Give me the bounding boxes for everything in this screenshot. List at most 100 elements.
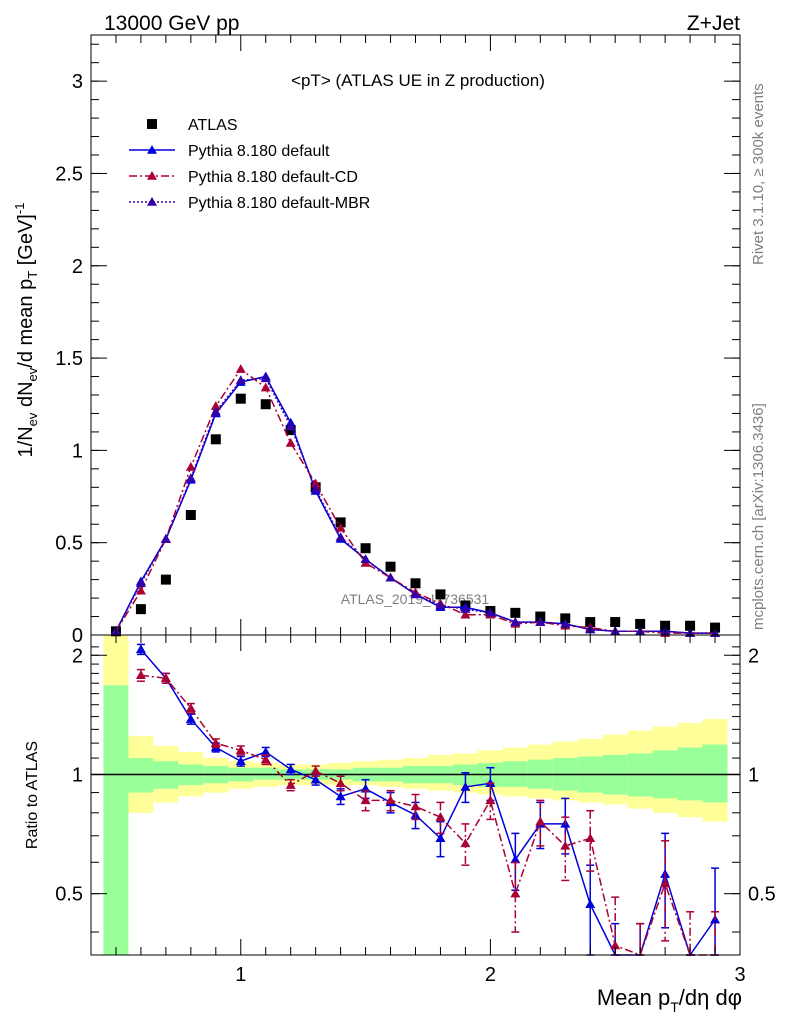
series-point [360,554,371,564]
atlas-point [160,574,171,585]
ratio-point [535,816,546,826]
axes: 0 0.5 1 1.5 2 2.5 3 0.5 0.5 1 1 2 2 1 2 3 [55,34,776,986]
y-tick-label: 0.5 [55,533,83,555]
ratio-ylabel: Ratio to ATLAS [24,741,41,849]
ratio-point [210,738,221,747]
ratio-point [335,791,346,801]
ratio-bands [91,635,740,955]
ratio-point [485,795,496,805]
x-tick-label: 1 [235,964,246,986]
plot-title: <pT> (ATLAS UE in Z production) [291,71,545,90]
series-point [535,617,546,626]
ratio-point [435,833,446,843]
series-point [310,484,321,493]
y-tick-label: 1.5 [55,348,83,370]
watermark: ATLAS_2019_I1736531 [341,591,490,607]
atlas-point [410,578,421,589]
legend-label: Pythia 8.180 default-CD [188,169,358,186]
ratio-line [140,674,716,956]
ratio-point [385,795,396,805]
ratio-point [660,878,671,888]
series-point [335,522,346,532]
series-point [260,382,271,392]
band-green [128,758,154,793]
series-point [235,375,246,384]
series-point [435,600,446,610]
main-marks [110,364,721,637]
x-axis-label: Mean pT/dη dφ [597,985,742,1015]
series-point [510,617,521,626]
series-point [485,607,496,617]
ratio-point [285,764,296,774]
atlas-point [435,589,446,600]
ratio-y-tick-label-right: 1 [748,764,759,786]
series-point [135,585,146,595]
rivet-label: Rivet 3.1.10, ≥ 300k events [750,83,767,265]
ratio-point [585,899,596,909]
series-point [285,438,296,447]
y-tick-label: 1 [72,440,83,462]
ratio-y-tick-label: 2 [72,645,83,667]
y-tick-label: 0 [72,625,83,647]
ratio-point [260,754,271,764]
series-point [160,534,171,543]
ratio-point [460,781,471,791]
main-ylabel: 1/Nev dNev/d mean pT [GeV]-1 [12,203,40,458]
header-left: 13000 GeV pp [104,12,239,35]
ratio-point [260,746,271,756]
series-point [385,572,396,582]
series-point [210,406,221,416]
svg-text:Mean pT/dη dφ: Mean pT/dη dφ [597,985,742,1015]
series-point [260,373,271,383]
series-point [285,421,296,431]
atlas-point [335,517,346,528]
series-point [210,401,221,410]
legend: ATLAS Pythia 8.180 default Pythia 8.180 de… [129,117,370,212]
atlas-point [235,393,246,404]
ratio-point [585,833,596,843]
svg-text:1/Nev dNev/d mean pT [GeV]-1: 1/Nev dNev/d mean pT [GeV]-1 [12,203,40,458]
atlas-point [685,620,696,631]
atlas-point [260,399,271,410]
ratio-y-tick-label: 0.5 [55,884,83,906]
legend-label: Pythia 8.180 default-MBR [188,195,370,212]
ratio-point [435,812,446,821]
legend-marker-square [147,119,157,129]
series-point [460,604,471,613]
series-point [235,364,246,373]
band-green [702,744,728,803]
legend-marker-triangle [147,197,157,206]
ratio-point [460,838,471,848]
ratio-point [510,888,521,898]
ratio-point [335,778,346,788]
ratio-marks [135,643,721,957]
ratio-point [285,780,296,789]
ratio-point [610,940,621,950]
series-point [335,532,346,541]
legend-marker-triangle [147,171,157,180]
series-point [460,609,471,619]
series-point [410,589,421,599]
header-right: Z+Jet [687,12,740,35]
mcplots-label: mcplots.cern.ch [arXiv:1306.3436] [750,403,767,630]
ratio-point [160,673,171,682]
atlas-point [585,617,596,628]
ratio-point [185,714,196,723]
x-tick-label: 3 [734,964,745,986]
ratio-point [410,801,421,811]
ratio-point [360,795,371,805]
ratio-y-tick-label-right: 0.5 [748,884,776,906]
series-point [560,618,571,628]
atlas-point [185,510,196,520]
atlas-point [385,561,396,572]
x-tick-label: 2 [485,964,496,986]
ratio-point [560,840,571,850]
ratio-y-tick-label: 1 [72,764,83,786]
ratio-point [235,756,246,765]
atlas-point [610,617,621,628]
y-tick-label: 2 [72,256,83,278]
ratio-point [135,670,146,680]
y-tick-label: 2.5 [55,163,83,185]
band-green [253,767,279,780]
